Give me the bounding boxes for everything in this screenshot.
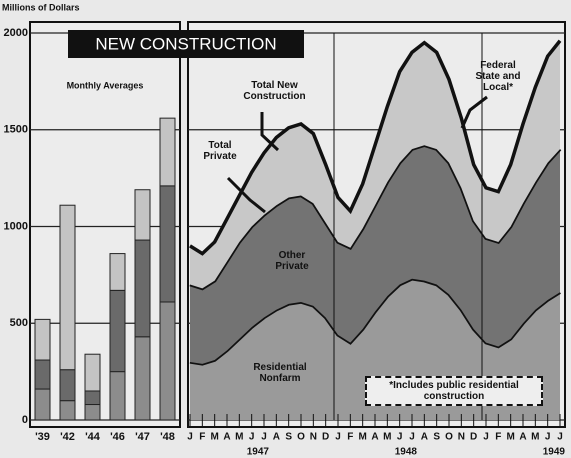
x-tick-label: '42	[60, 431, 75, 443]
x-tick-label: M	[235, 432, 243, 443]
x-tick-label: O	[445, 432, 453, 443]
year-label: 1949	[543, 447, 566, 458]
y-tick-label: 0	[22, 414, 28, 426]
y-tick-label: 500	[10, 317, 28, 329]
x-tick-label: A	[421, 432, 428, 443]
bar-segment	[85, 354, 100, 391]
page: 0500100015002000'39'42'44'46'47'48JFMAMJ…	[0, 0, 571, 458]
x-tick-label: S	[285, 432, 292, 443]
bar-segment	[110, 290, 125, 371]
area-label: Residential Nonfarm	[240, 362, 320, 384]
x-tick-label: M	[506, 432, 514, 443]
x-tick-label: J	[397, 432, 403, 443]
x-tick-label: M	[383, 432, 391, 443]
x-tick-label: M	[531, 432, 539, 443]
x-tick-label: N	[458, 432, 465, 443]
bar-segment	[135, 240, 150, 337]
x-tick-label: O	[297, 432, 305, 443]
x-tick-label: J	[249, 432, 255, 443]
note: *Includes public residential constructio…	[365, 376, 543, 406]
bar-segment	[160, 118, 175, 186]
x-tick-label: J	[187, 432, 193, 443]
bar-segment	[85, 405, 100, 420]
x-tick-label: J	[261, 432, 267, 443]
annotation: Total New Construction	[222, 80, 327, 102]
bar-segment	[110, 372, 125, 420]
x-tick-label: M	[358, 432, 366, 443]
x-tick-label: D	[470, 432, 477, 443]
bar-segment	[35, 389, 50, 420]
bar-segment	[60, 370, 75, 401]
bar-segment	[85, 391, 100, 405]
chart-title: NEW CONSTRUCTION	[95, 34, 276, 53]
x-tick-label: '47	[135, 431, 150, 443]
subtitle: Monthly Averages	[67, 80, 144, 90]
bar-segment	[160, 186, 175, 302]
year-label: 1948	[395, 447, 418, 458]
x-tick-label: '44	[85, 431, 101, 443]
x-tick-label: A	[223, 432, 230, 443]
bar-segment	[135, 337, 150, 420]
x-tick-label: D	[322, 432, 329, 443]
x-tick-label: '39	[35, 431, 50, 443]
x-tick-label: S	[433, 432, 440, 443]
y-axis-label: Millions of Dollars	[2, 2, 80, 12]
bar-segment	[60, 205, 75, 369]
x-tick-label: J	[545, 432, 551, 443]
x-tick-label: A	[371, 432, 378, 443]
x-tick-label: F	[199, 432, 205, 443]
y-tick-label: 1000	[4, 220, 28, 232]
bar-segment	[160, 302, 175, 420]
x-tick-label: J	[483, 432, 489, 443]
x-tick-label: F	[495, 432, 501, 443]
x-tick-label: J	[409, 432, 415, 443]
x-tick-label: '46	[110, 431, 125, 443]
x-tick-label: J	[557, 432, 563, 443]
x-tick-label: A	[519, 432, 526, 443]
y-tick-label: 1500	[4, 124, 28, 136]
area-label: Other Private	[262, 250, 322, 272]
area-label: Federal State and Local*	[468, 60, 528, 93]
bar-segment	[135, 190, 150, 240]
bar-segment	[110, 254, 125, 291]
x-tick-label: '48	[160, 431, 175, 443]
x-tick-label: M	[210, 432, 218, 443]
bar-segment	[35, 319, 50, 360]
x-tick-label: N	[310, 432, 317, 443]
year-label: 1947	[247, 447, 270, 458]
x-tick-label: J	[335, 432, 341, 443]
annotation: Total Private	[200, 140, 240, 162]
bar-segment	[35, 360, 50, 389]
x-tick-label: A	[273, 432, 280, 443]
bar-segment	[60, 401, 75, 420]
x-tick-label: F	[347, 432, 353, 443]
y-tick-label: 2000	[4, 27, 28, 39]
